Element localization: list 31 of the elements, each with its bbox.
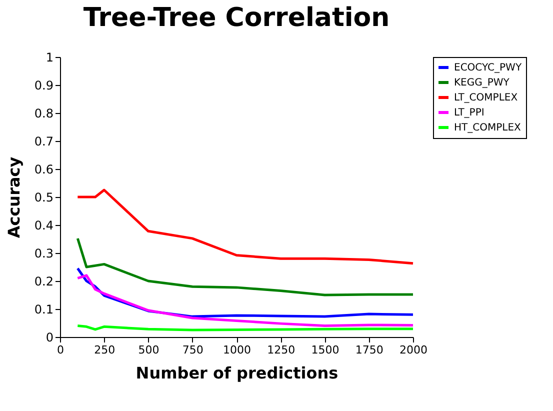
x-axis-title: Number of predictions xyxy=(136,364,338,382)
x-tick-label: 250 xyxy=(94,344,116,356)
x-tick-label: 1000 xyxy=(223,344,251,356)
x-tick-label: 0 xyxy=(57,344,64,356)
y-tick-label: 0 xyxy=(46,330,54,344)
y-tick-label: 0.6 xyxy=(34,162,54,176)
x-tick-label: 1750 xyxy=(355,344,384,356)
y-tick-label: 0.2 xyxy=(34,274,54,288)
y-tick-label: 0.9 xyxy=(34,78,54,92)
line-series xyxy=(76,188,414,265)
x-tick-label: 2000 xyxy=(400,344,428,356)
y-tick-label: 1 xyxy=(46,50,54,64)
x-tick-label: 1250 xyxy=(267,344,296,356)
y-tick-label: 0.5 xyxy=(34,190,54,204)
x-tick-label: 500 xyxy=(138,344,160,356)
line-series xyxy=(76,274,414,328)
y-tick-label: 0.3 xyxy=(34,246,54,260)
legend-label: HT_COMPLEX xyxy=(454,122,522,134)
legend-label: KEGG_PWY xyxy=(454,78,510,88)
x-tick-label: 750 xyxy=(182,344,204,356)
y-tick-label: 0.1 xyxy=(34,302,54,316)
y-tick-label: 0.7 xyxy=(34,134,54,148)
y-axis-title: Accuracy xyxy=(4,156,24,238)
y-tick-label: 0.8 xyxy=(34,106,54,120)
chart-title: Tree-Tree Correlation xyxy=(83,3,390,33)
legend-label: LT_PPI xyxy=(454,108,484,118)
x-tick-label: 1500 xyxy=(311,344,340,356)
y-tick-label: 0.4 xyxy=(34,218,54,232)
legend-label: LT_COMPLEX xyxy=(454,92,518,104)
legend-label: ECOCYC_PWY xyxy=(454,62,522,74)
line-series xyxy=(76,237,414,296)
